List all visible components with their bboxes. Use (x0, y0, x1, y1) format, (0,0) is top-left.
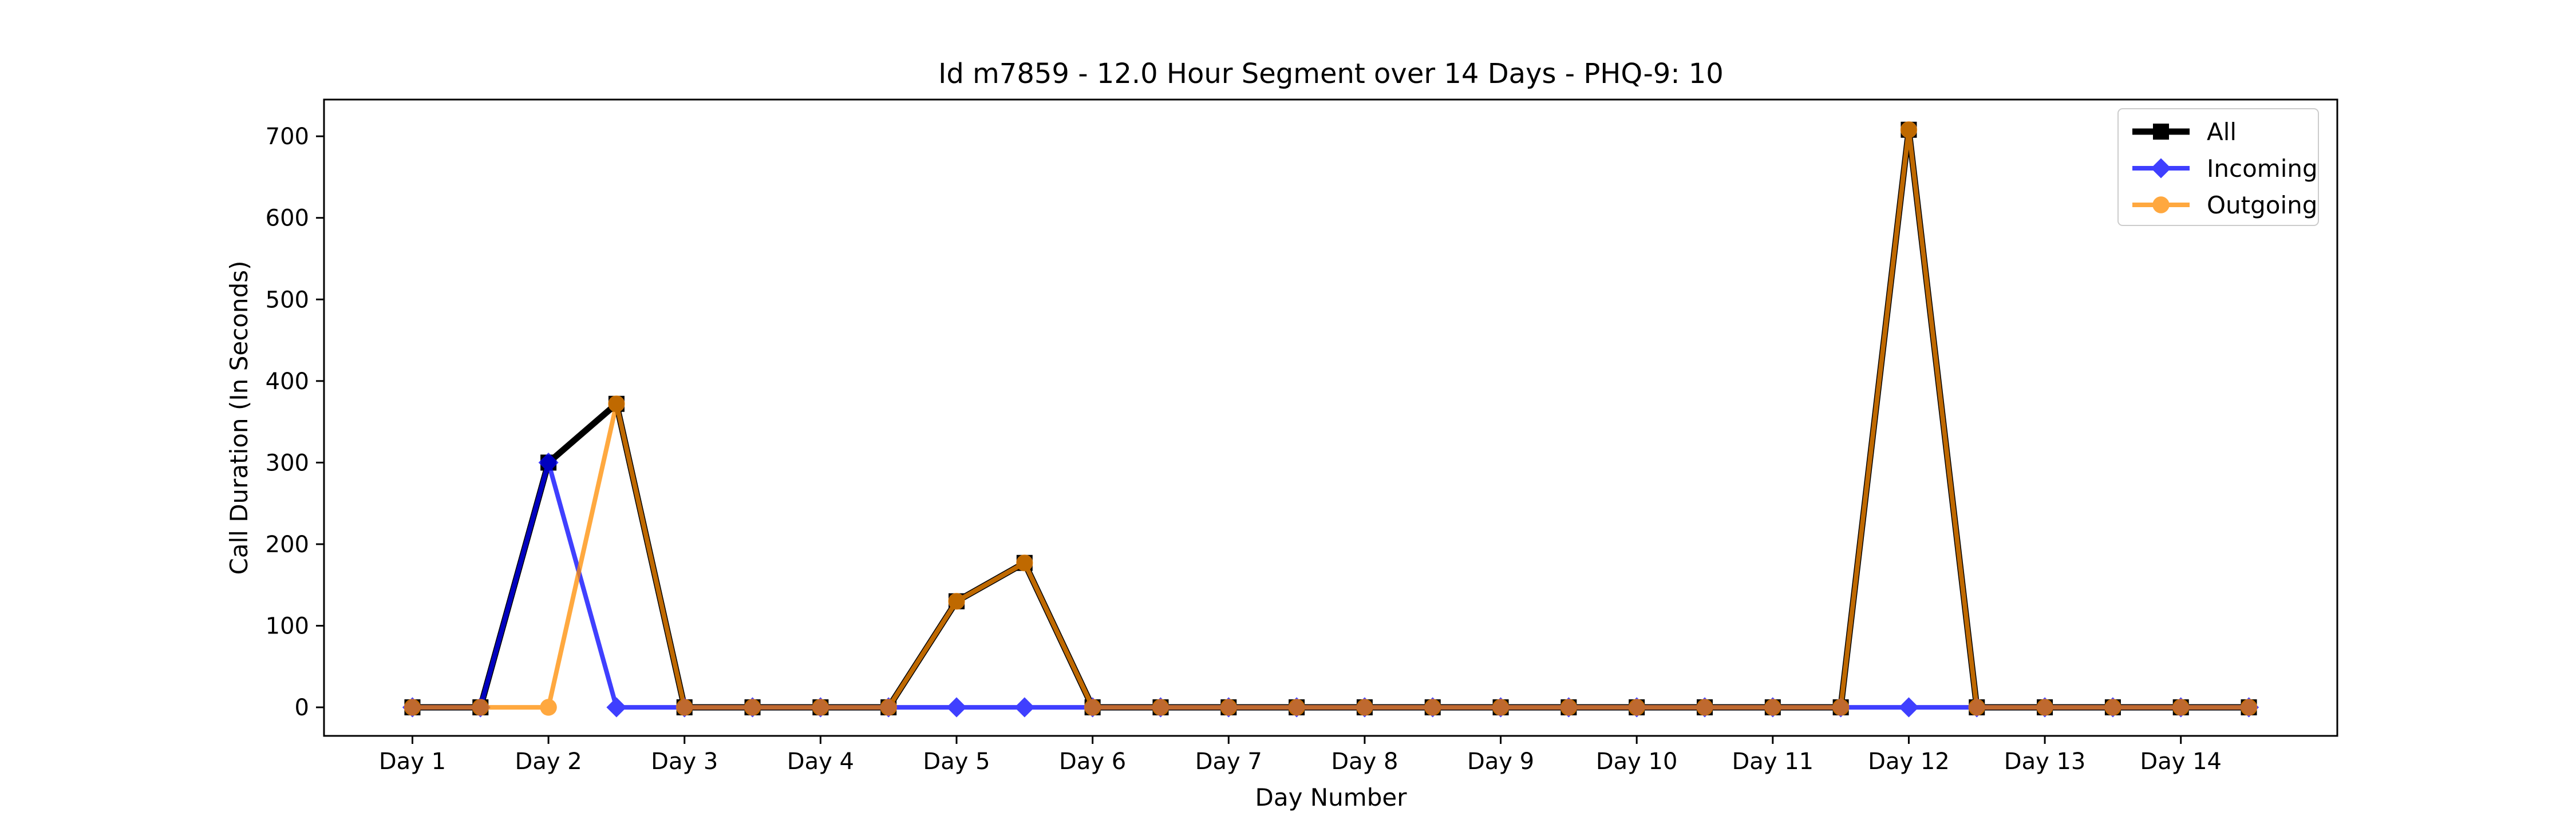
data-point-incoming (538, 452, 559, 473)
data-point-outgoing (1560, 699, 1578, 716)
data-point-outgoing (948, 593, 965, 610)
plot-frame (323, 98, 2338, 737)
data-point-outgoing (1492, 699, 1510, 716)
x-tick-label: Day 5 (923, 748, 990, 775)
data-point-incoming (1898, 697, 1919, 718)
x-tick-label: Day 11 (1732, 748, 1814, 775)
series-line-outgoing (412, 129, 2249, 710)
data-point-outgoing (744, 699, 761, 716)
legend-label-all: All (2207, 118, 2237, 146)
legend-marker-all (2153, 124, 2169, 140)
x-axis-label: Day Number (1255, 783, 1407, 811)
x-tick-label: Day 8 (1331, 748, 1398, 775)
legend-marker-incoming (2151, 158, 2171, 179)
data-point-outgoing (1016, 554, 1033, 572)
y-tick-label: 600 (266, 205, 309, 232)
data-point-outgoing (2240, 699, 2258, 716)
data-point-outgoing (1356, 699, 1373, 716)
plot-area (402, 121, 2259, 718)
data-point-outgoing (2036, 699, 2053, 716)
data-point-outgoing (1628, 699, 1645, 716)
data-point-outgoing (880, 699, 897, 716)
legend-items: All Incoming Outgoing (2132, 118, 2318, 219)
x-tick-label: Day 10 (1596, 748, 1678, 775)
data-point-incoming (946, 697, 967, 718)
series-outgoing (404, 121, 2258, 716)
x-tick-label: Day 14 (2140, 748, 2222, 775)
data-point-outgoing (1832, 699, 1850, 716)
data-point-outgoing (2104, 699, 2121, 716)
chart-title: Id m7859 - 12.0 Hour Segment over 14 Day… (938, 58, 1724, 90)
data-point-outgoing (812, 699, 829, 716)
x-tick-label: Day 3 (651, 748, 718, 775)
y-tick-label: 500 (266, 287, 309, 313)
x-tick-label: Day 1 (379, 748, 446, 775)
y-tick-label: 100 (266, 613, 309, 640)
x-tick-label: Day 2 (515, 748, 582, 775)
legend-item-outgoing (2132, 196, 2190, 213)
x-tick-label: Day 13 (2004, 748, 2086, 775)
data-point-outgoing (404, 699, 421, 716)
legend-marker-outgoing (2152, 196, 2170, 213)
y-tick-label: 200 (266, 532, 309, 558)
x-tick-label: Day 4 (787, 748, 854, 775)
data-point-incoming (1014, 697, 1035, 718)
data-point-outgoing (1084, 699, 1101, 716)
data-point-outgoing (1424, 699, 1441, 716)
data-point-outgoing (1152, 699, 1170, 716)
data-point-outgoing (1968, 699, 1985, 716)
y-tick-label: 700 (266, 124, 309, 150)
data-point-outgoing (540, 699, 557, 716)
data-point-outgoing (1900, 121, 1918, 138)
data-point-outgoing (472, 699, 489, 716)
data-point-outgoing (676, 699, 693, 716)
data-point-outgoing (2172, 699, 2190, 716)
data-point-outgoing (1220, 699, 1237, 716)
y-tick-label: 0 (295, 695, 309, 721)
y-tick-label: 400 (266, 369, 309, 395)
x-tick-label: Day 6 (1059, 748, 1126, 775)
series-layer (402, 121, 2259, 718)
y-axis-label: Call Duration (In Seconds) (225, 260, 253, 575)
data-point-incoming (606, 697, 627, 718)
data-point-outgoing (1764, 699, 1781, 716)
legend-label-incoming: Incoming (2207, 154, 2318, 183)
legend-item-incoming (2132, 158, 2190, 179)
y-tick-label: 300 (266, 450, 309, 476)
legend-item-all (2132, 124, 2190, 140)
x-axis: Day 1 Day 2 Day 3 Day 4 Day 5 Day 6 Day 7 Day 8… (379, 736, 2222, 775)
x-tick-label: Day 12 (1868, 748, 1950, 775)
legend-label-outgoing: Outgoing (2207, 191, 2317, 219)
data-point-outgoing (1288, 699, 1305, 716)
x-tick-label: Day 9 (1467, 748, 1534, 775)
y-axis: 0 100 200 300 400 500 600 700 (266, 124, 324, 721)
x-tick-label: Day 7 (1195, 748, 1262, 775)
data-point-outgoing (608, 395, 625, 413)
data-point-outgoing (1696, 699, 1713, 716)
legend: All Incoming Outgoing (2117, 108, 2319, 226)
